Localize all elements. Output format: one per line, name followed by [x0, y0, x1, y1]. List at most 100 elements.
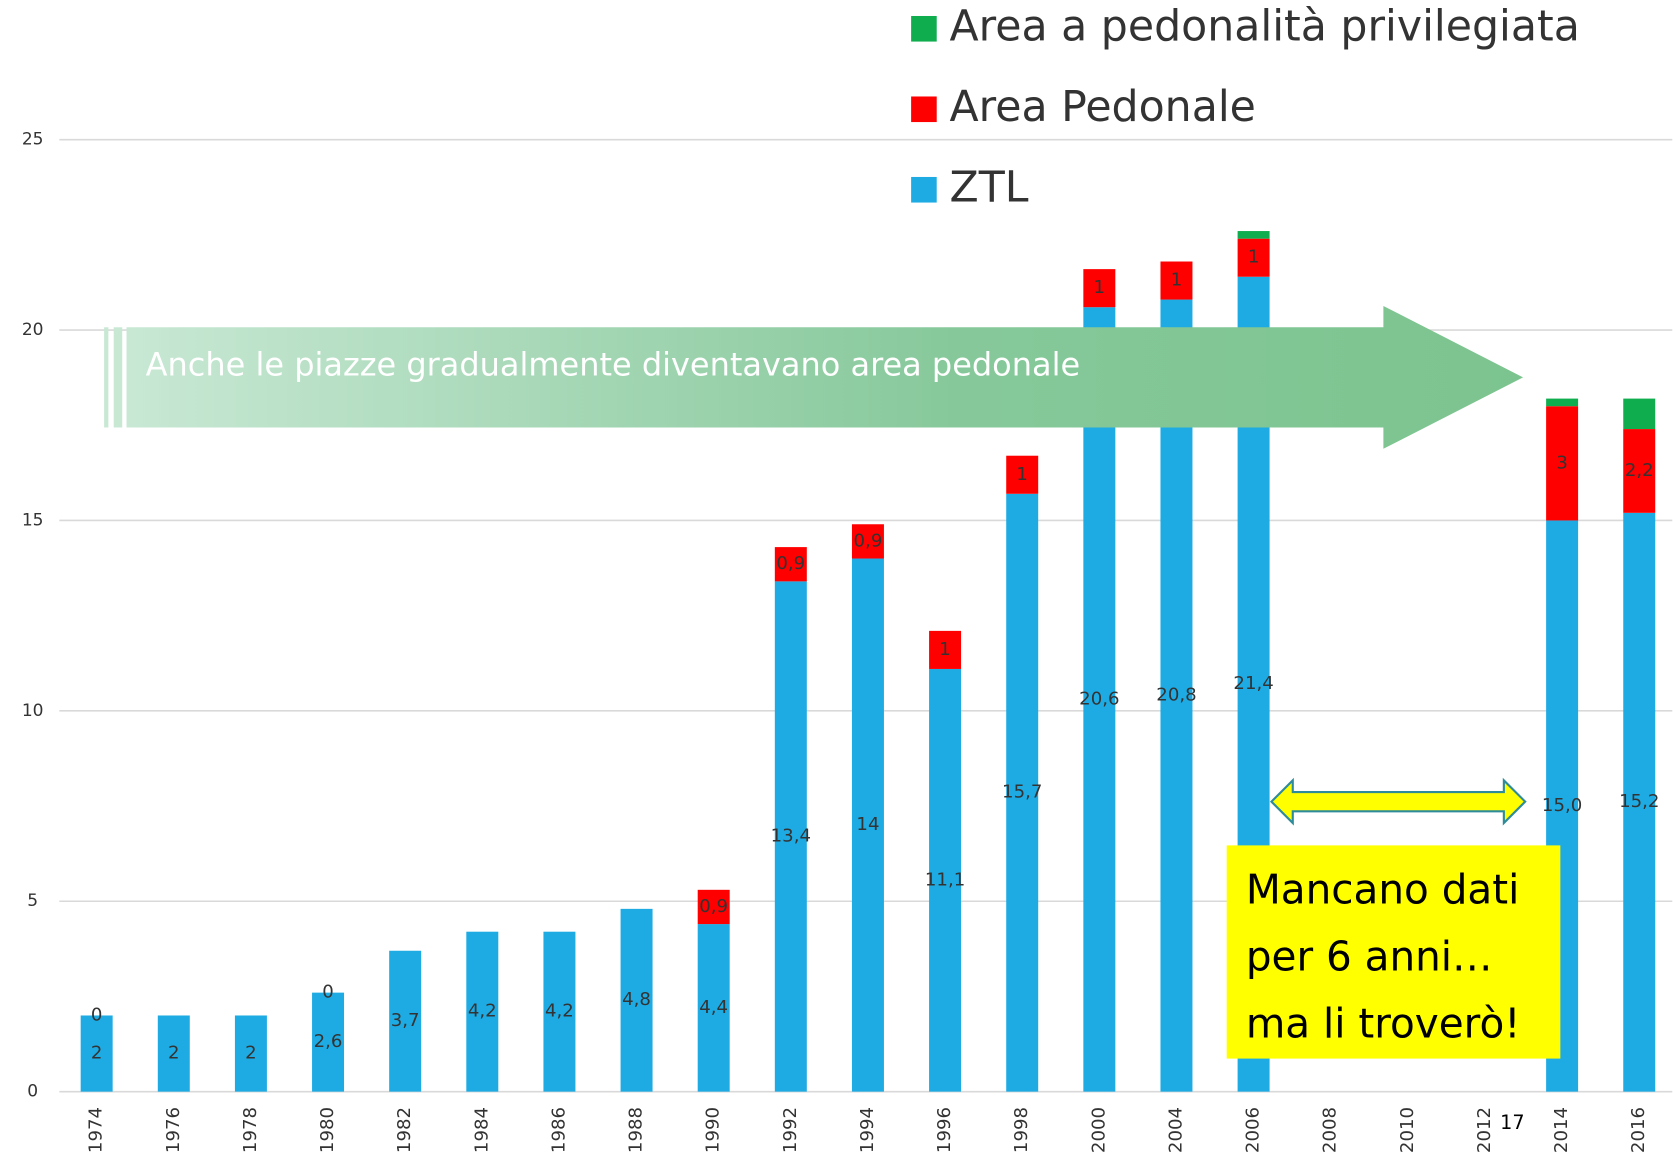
data-label: 4,2 — [468, 1001, 497, 1022]
x-tick-label: 2014 — [1551, 1107, 1572, 1153]
x-tick-label: 1974 — [86, 1107, 107, 1153]
data-label: 11,1 — [925, 869, 965, 890]
arrow — [126, 305, 1524, 449]
data-label: 20,8 — [1156, 685, 1196, 706]
arrow-text: Anche le piazze gradualmente diventavano… — [146, 346, 1080, 384]
legend-swatch — [911, 176, 937, 203]
x-tick-label: 1988 — [626, 1107, 647, 1153]
double-arrow — [1269, 777, 1527, 826]
x-tick-label: 2004 — [1165, 1107, 1186, 1153]
x-tick-label: 1992 — [780, 1107, 801, 1153]
note-box — [1226, 845, 1561, 1059]
legend-swatch — [911, 15, 937, 42]
x-tick-label: 1998 — [1011, 1107, 1032, 1153]
x-tick-label: 2016 — [1628, 1107, 1649, 1153]
bar-segment — [543, 931, 576, 1092]
x-tick-label: 2000 — [1088, 1107, 1109, 1153]
note-text: per 6 anni… — [1246, 932, 1493, 980]
bar-segment — [774, 547, 807, 582]
bar-segment — [620, 908, 653, 1092]
bar-segment — [774, 581, 807, 1092]
bar-segment — [1623, 398, 1656, 430]
data-label: 15,7 — [1002, 782, 1042, 803]
data-label: 1 — [939, 639, 951, 660]
data-label: 0,9 — [854, 530, 883, 551]
x-tick-label: 1980 — [317, 1107, 338, 1153]
data-label: 15,2 — [1619, 791, 1659, 812]
data-label: 14 — [856, 814, 879, 835]
x-tick-label: 1990 — [703, 1107, 724, 1153]
x-tick-label: 1984 — [471, 1107, 492, 1153]
y-tick-label: 10 — [22, 701, 44, 721]
x-tick-label: 1986 — [548, 1107, 569, 1153]
y-tick-label: 5 — [27, 891, 38, 911]
x-tick-label: 2008 — [1320, 1107, 1341, 1153]
bar-segment — [697, 889, 730, 925]
data-label: 0 — [91, 1004, 103, 1025]
data-label: 0,9 — [699, 896, 728, 917]
arrow-bar — [104, 327, 109, 428]
x-tick-label: 2012 — [1474, 1107, 1495, 1153]
bar-segment — [80, 1015, 113, 1092]
data-label: 21,4 — [1233, 673, 1273, 694]
y-tick-label: 25 — [22, 130, 44, 150]
x-tick-label: 2006 — [1243, 1107, 1264, 1153]
data-label: 1 — [1171, 270, 1183, 291]
x-tick-label: 1976 — [163, 1107, 184, 1153]
bar-segment — [851, 524, 884, 559]
legend-swatch — [911, 96, 937, 123]
data-label: 3 — [1556, 452, 1568, 473]
x-tick-label: 1996 — [934, 1107, 955, 1153]
bar-segment — [1160, 261, 1193, 300]
bar-segment — [312, 992, 345, 1092]
note-text: Mancano dati — [1246, 865, 1520, 913]
data-label: 4,2 — [545, 1001, 574, 1022]
data-label: 20,6 — [1079, 688, 1119, 709]
x-tick-label: 1994 — [857, 1107, 878, 1153]
bar-segment — [1623, 429, 1656, 513]
bar-segment — [1006, 493, 1039, 1092]
arrow-bar — [113, 327, 123, 428]
legend-label: ZTL — [950, 162, 1029, 212]
bar-segment — [466, 931, 499, 1092]
note-text: ma li troverò! — [1246, 1000, 1521, 1048]
bar-segment — [1083, 307, 1116, 1092]
y-tick-label: 15 — [22, 510, 44, 530]
bar-segment — [697, 924, 730, 1092]
data-label: 2 — [168, 1043, 180, 1064]
data-label: 3,7 — [391, 1010, 420, 1031]
y-tick-label: 20 — [22, 320, 44, 340]
bar-segment — [929, 668, 962, 1092]
x-tick-label: 1978 — [240, 1107, 261, 1153]
bar-segment — [929, 630, 962, 669]
bar-segment — [1083, 269, 1116, 308]
bar-segment — [1237, 238, 1270, 277]
bar-segment — [1160, 299, 1193, 1092]
data-label: 1 — [1248, 247, 1260, 268]
data-label: 4,4 — [699, 997, 728, 1018]
data-label: 13,4 — [771, 826, 811, 847]
data-label: 15,0 — [1542, 795, 1582, 816]
data-label: 4,8 — [622, 989, 651, 1010]
bar-segment — [1546, 406, 1579, 521]
bar-segment — [851, 558, 884, 1092]
data-label: 2 — [91, 1043, 103, 1064]
bar-segment — [1623, 512, 1656, 1092]
bar-segment — [389, 950, 422, 1092]
data-label: 2,2 — [1625, 460, 1654, 481]
bar-segment — [234, 1015, 267, 1092]
data-label: 1 — [1094, 277, 1106, 298]
bar-segment — [157, 1015, 190, 1092]
bar-segment — [1006, 455, 1039, 494]
data-label: 1 — [1016, 464, 1028, 485]
data-label: 0,9 — [776, 553, 805, 574]
data-label: 2 — [245, 1043, 257, 1064]
data-label: 0 — [322, 982, 334, 1003]
x-tick-label: 2010 — [1397, 1107, 1418, 1153]
data-label: 2,6 — [314, 1031, 343, 1052]
page-number: 17 — [1500, 1111, 1524, 1134]
y-tick-label: 0 — [27, 1082, 38, 1102]
legend-label: Area a pedonalità privilegiata — [950, 1, 1580, 51]
legend-label: Area Pedonale — [950, 82, 1256, 132]
